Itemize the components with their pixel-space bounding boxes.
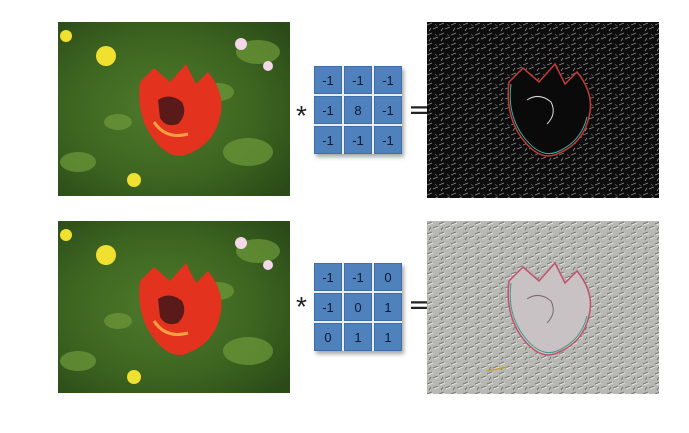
equals-operator: =: [408, 93, 432, 126]
kernel-matrix-edge: -1 -1 -1 -1 8 -1 -1 -1 -1: [314, 66, 402, 154]
kernel-cell: 0: [374, 263, 402, 291]
convolution-operator: *: [296, 291, 307, 322]
input-flower-photo: [58, 22, 290, 196]
input-flower-photo: [58, 221, 290, 393]
kernel-cell: -1: [344, 66, 372, 94]
kernel-cell: -1: [314, 263, 342, 291]
equals-operator: =: [408, 288, 432, 321]
kernel-cell: -1: [344, 263, 372, 291]
kernel-cell: -1: [374, 126, 402, 154]
convolution-operator: *: [296, 100, 307, 131]
kernel-cell: 8: [344, 96, 372, 124]
kernel-cell: 1: [344, 323, 372, 351]
kernel-cell: 0: [344, 293, 372, 321]
kernel-cell: 1: [374, 293, 402, 321]
kernel-cell: 1: [374, 323, 402, 351]
edge-detected-result-image: [427, 22, 659, 198]
convolution-row-edge: * -1 -1 -1 -1 8 -1 -1 -1 -1 =: [0, 22, 689, 200]
convolution-row-emboss: * -1 -1 0 -1 0 1 0 1 1 =: [0, 219, 689, 397]
kernel-matrix-emboss: -1 -1 0 -1 0 1 0 1 1: [314, 263, 402, 351]
kernel-cell: 0: [314, 323, 342, 351]
kernel-cell: -1: [374, 96, 402, 124]
kernel-cell: -1: [314, 96, 342, 124]
kernel-cell: -1: [344, 126, 372, 154]
kernel-cell: -1: [374, 66, 402, 94]
kernel-cell: -1: [314, 66, 342, 94]
kernel-cell: -1: [314, 293, 342, 321]
kernel-cell: -1: [314, 126, 342, 154]
embossed-result-image: [427, 221, 659, 394]
